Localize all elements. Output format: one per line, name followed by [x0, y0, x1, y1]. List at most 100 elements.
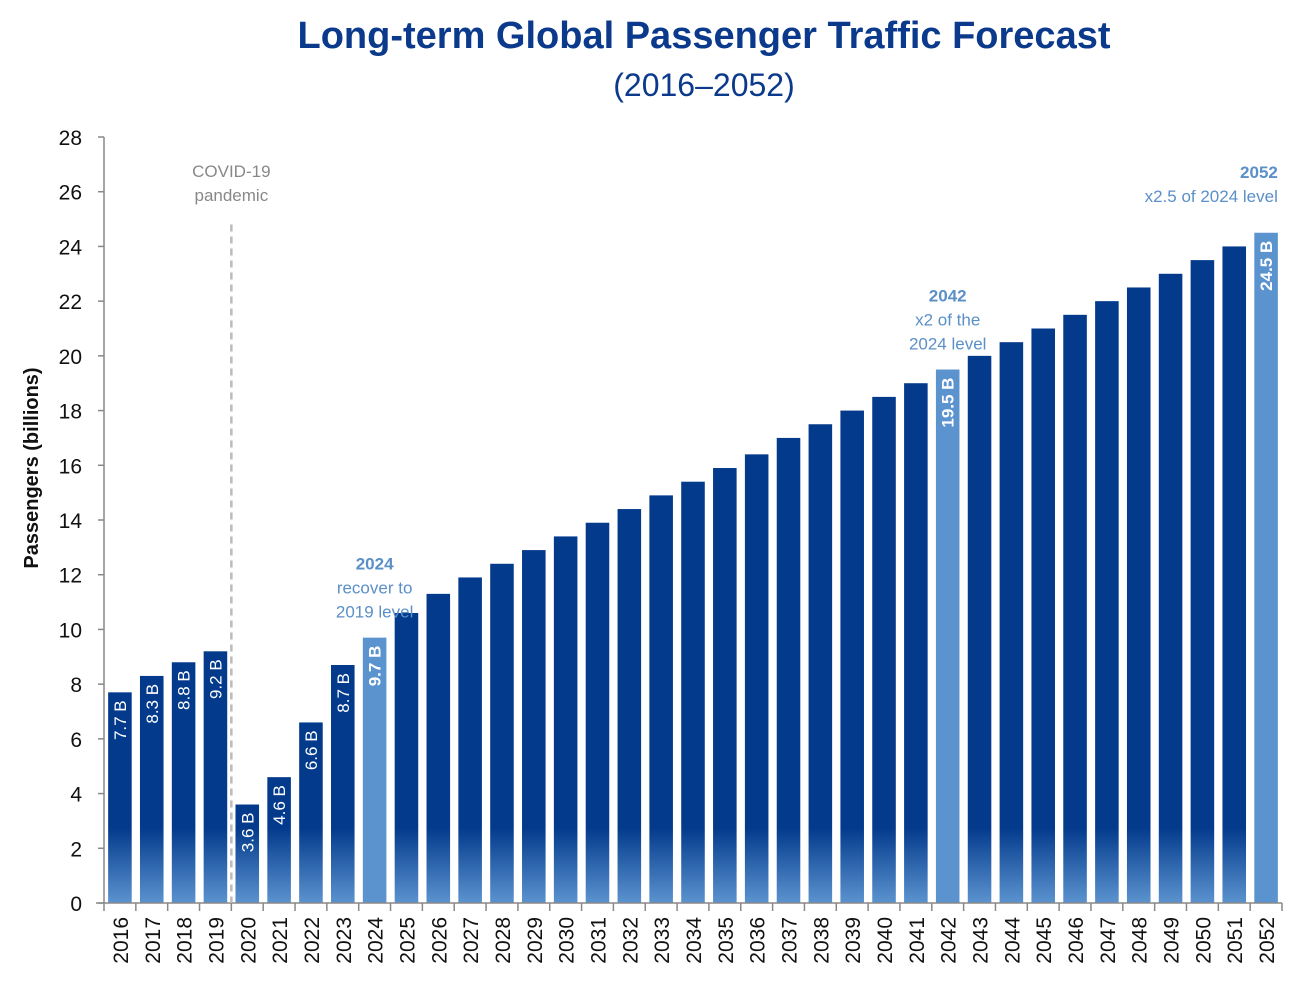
x-tick-label: 2039 [842, 917, 865, 964]
y-tick-label: 2 [70, 838, 82, 861]
annotation-2042: x2 of the [915, 311, 980, 330]
annotation-2024: recover to [337, 579, 413, 598]
x-tick-label: 2021 [269, 917, 292, 964]
x-tick-label: 2048 [1129, 917, 1152, 964]
y-tick-label: 12 [59, 565, 82, 588]
x-tick-label: 2016 [110, 917, 133, 964]
data-label-2017: 8.3 B [143, 684, 162, 724]
bar-2019 [203, 651, 228, 903]
x-tick-label: 2052 [1256, 917, 1279, 964]
x-tick-label: 2019 [205, 917, 228, 964]
x-tick-label: 2034 [683, 917, 706, 964]
y-tick-label: 6 [70, 729, 82, 752]
y-tick-label: 24 [59, 236, 83, 259]
x-tick-label: 2018 [174, 917, 197, 964]
x-tick-label: 2042 [938, 917, 961, 964]
y-tick-label: 28 [59, 127, 82, 150]
x-tick-label: 2022 [301, 917, 324, 964]
bar-2017 [139, 675, 164, 903]
bar-2028 [490, 563, 514, 903]
bar-2052 [1254, 232, 1278, 903]
x-tick-label: 2020 [237, 917, 260, 964]
x-tick-label: 2033 [651, 917, 674, 964]
bar-2035 [713, 468, 737, 903]
data-label-2042: 19.5 B [939, 378, 958, 428]
x-tick-label: 2028 [492, 917, 515, 964]
x-tick-label: 2049 [1161, 917, 1184, 964]
data-label-2052: 24.5 B [1257, 241, 1276, 291]
y-axis-label: Passengers (billions) [21, 367, 43, 568]
covid-annotation: pandemic [194, 186, 268, 205]
x-tick-label: 2040 [874, 917, 897, 964]
x-tick-label: 2024 [365, 917, 388, 964]
x-tick-label: 2032 [619, 917, 642, 964]
annotation-2052: 2052 [1240, 163, 1278, 182]
y-tick-label: 4 [70, 784, 82, 807]
bar-2033 [649, 495, 673, 903]
bar-2029 [522, 550, 546, 903]
bar-2026 [426, 593, 451, 903]
y-tick-label: 16 [59, 455, 82, 478]
bar-2046 [1063, 314, 1087, 904]
data-label-2016: 7.7 B [111, 700, 130, 740]
bar-2045 [1031, 328, 1055, 903]
y-tick-label: 18 [59, 401, 82, 424]
bar-2048 [1126, 287, 1151, 903]
bar-2016 [108, 692, 132, 903]
bar-2037 [776, 437, 801, 903]
y-tick-label: 26 [59, 182, 82, 205]
y-tick-label: 0 [70, 893, 82, 916]
x-tick-label: 2038 [810, 917, 833, 964]
bar-2021 [267, 777, 291, 903]
y-tick-label: 8 [70, 674, 82, 697]
data-label-2021: 4.6 B [270, 785, 289, 825]
bar-2024 [362, 637, 387, 903]
x-tick-label: 2051 [1224, 917, 1247, 964]
data-label-2020: 3.6 B [238, 813, 257, 853]
bar-2031 [585, 522, 610, 903]
bar-2044 [999, 342, 1024, 903]
bar-2040 [872, 396, 896, 903]
x-tick-label: 2037 [779, 917, 802, 964]
x-tick-label: 2036 [747, 917, 770, 964]
bar-2036 [744, 454, 769, 903]
data-label-2022: 6.6 B [302, 730, 321, 770]
bar-2047 [1095, 301, 1119, 904]
bar-2023 [331, 664, 355, 903]
x-tick-label: 2030 [556, 917, 579, 964]
bar-2032 [617, 509, 642, 903]
x-tick-label: 2025 [396, 917, 419, 964]
annotation-2024: 2024 [356, 555, 394, 574]
x-tick-label: 2026 [428, 917, 451, 964]
annotation-2052: x2.5 of 2024 level [1145, 187, 1278, 206]
bar-2051 [1222, 246, 1247, 903]
bar-2018 [171, 662, 196, 903]
x-tick-label: 2035 [715, 917, 738, 964]
bar-2030 [553, 536, 578, 903]
bar-2038 [808, 424, 833, 903]
bar-2022 [299, 722, 323, 903]
data-label-2024: 9.7 B [366, 646, 385, 687]
y-tick-label: 10 [59, 619, 82, 642]
x-tick-label: 2017 [142, 917, 165, 964]
bar-2039 [840, 410, 864, 903]
data-label-2023: 8.7 B [334, 673, 353, 713]
bar-2034 [681, 481, 705, 903]
bar-2020 [235, 804, 260, 903]
x-tick-label: 2029 [524, 917, 547, 964]
bars: 7.7 B 8.3 B 8.8 B 9.2 B 3.6 B 4.6 B 6.6 B 8.7 B… [108, 232, 1278, 904]
x-tick-label: 2031 [587, 917, 610, 964]
bar-2049 [1158, 273, 1183, 903]
y-tick-label: 14 [59, 510, 83, 533]
x-tick-label: 2045 [1033, 917, 1056, 964]
data-label-2019: 9.2 B [206, 659, 225, 699]
bar-2050 [1190, 260, 1215, 903]
x-tick-label: 2050 [1192, 917, 1215, 964]
annotations: COVID-19 pandemic 2024 recover to 2019 level… [192, 162, 1278, 903]
chart-title: Long-term Global Passenger Traffic Forec… [298, 15, 1111, 57]
annotation-2024: 2019 level [336, 603, 414, 622]
data-label-2018: 8.8 B [175, 670, 194, 710]
bar-2041 [904, 383, 928, 903]
